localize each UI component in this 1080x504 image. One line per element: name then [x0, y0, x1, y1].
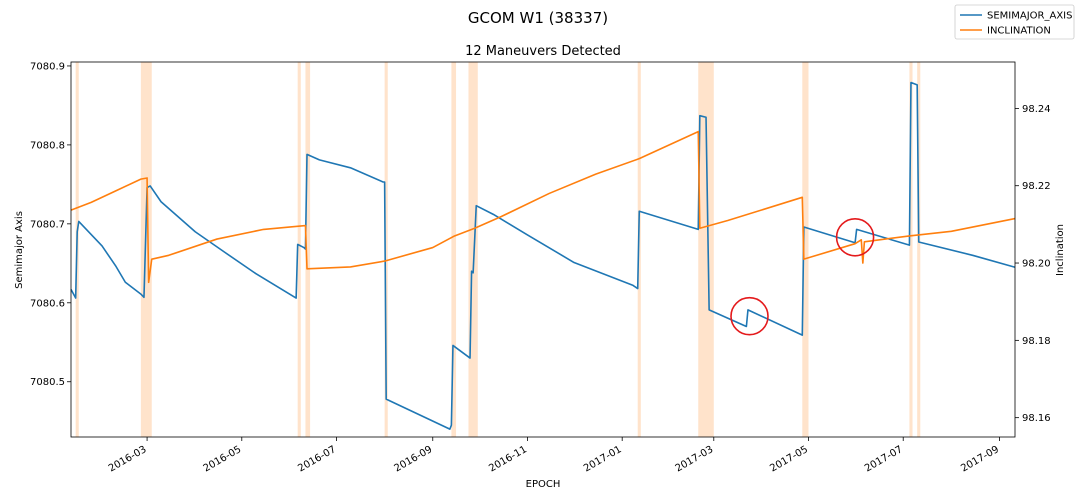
maneuver-band [917, 62, 921, 437]
left-y-tick-label: 7080.9 [30, 61, 65, 72]
semimajor-axis-series [70, 81, 1016, 430]
maneuver-band [451, 62, 457, 437]
right-y-tick-label: 98.16 [1022, 413, 1051, 424]
left-y-tick-label: 7080.7 [30, 219, 65, 230]
left-y-axis-label: Semimajor Axis [14, 211, 25, 289]
highlight-circle [730, 296, 769, 336]
left-y-tick-label: 7080.8 [30, 140, 65, 151]
maneuver-band [698, 62, 714, 437]
axes-frame [70, 61, 1016, 438]
chart-suptitle: GCOM W1 (38337) [468, 9, 608, 27]
maneuver-band [297, 62, 301, 437]
right-y-tick-label: 98.22 [1022, 181, 1051, 192]
legend-label-inclination: INCLINATION [987, 26, 1051, 37]
right-y-tick-label: 98.24 [1022, 104, 1051, 115]
right-y-axis-label: Inclination [1055, 224, 1066, 276]
maneuver-band [384, 62, 388, 437]
inclination-line [70, 130, 1016, 284]
inclination-series [70, 130, 1016, 284]
right-y-axis-ticks: 98.16 98.18 98.20 98.22 98.24 [1015, 104, 1051, 424]
maneuver-band [140, 62, 152, 437]
legend-box [954, 4, 1075, 40]
semimajor-axis-line [70, 81, 1016, 430]
highlight-circle [835, 217, 875, 257]
left-y-tick-label: 7080.5 [30, 377, 65, 388]
legend-label-semimajor: SEMIMAJOR_AXIS [987, 11, 1072, 22]
left-y-tick-label: 7080.6 [30, 298, 65, 309]
chart-title: 12 Maneuvers Detected [465, 44, 621, 59]
maneuver-band [909, 62, 913, 437]
right-y-tick-label: 98.20 [1022, 259, 1051, 270]
maneuver-band [468, 62, 478, 437]
highlight-circles [730, 217, 875, 336]
left-y-axis-ticks: 7080.5 7080.6 7080.7 7080.8 7080.9 [30, 61, 71, 388]
legend: SEMIMAJOR_AXIS INCLINATION [954, 4, 1075, 40]
right-y-tick-label: 98.18 [1022, 336, 1051, 347]
x-axis-label: EPOCH [526, 479, 561, 490]
maneuver-band [802, 62, 809, 437]
maneuver-band [305, 62, 311, 437]
